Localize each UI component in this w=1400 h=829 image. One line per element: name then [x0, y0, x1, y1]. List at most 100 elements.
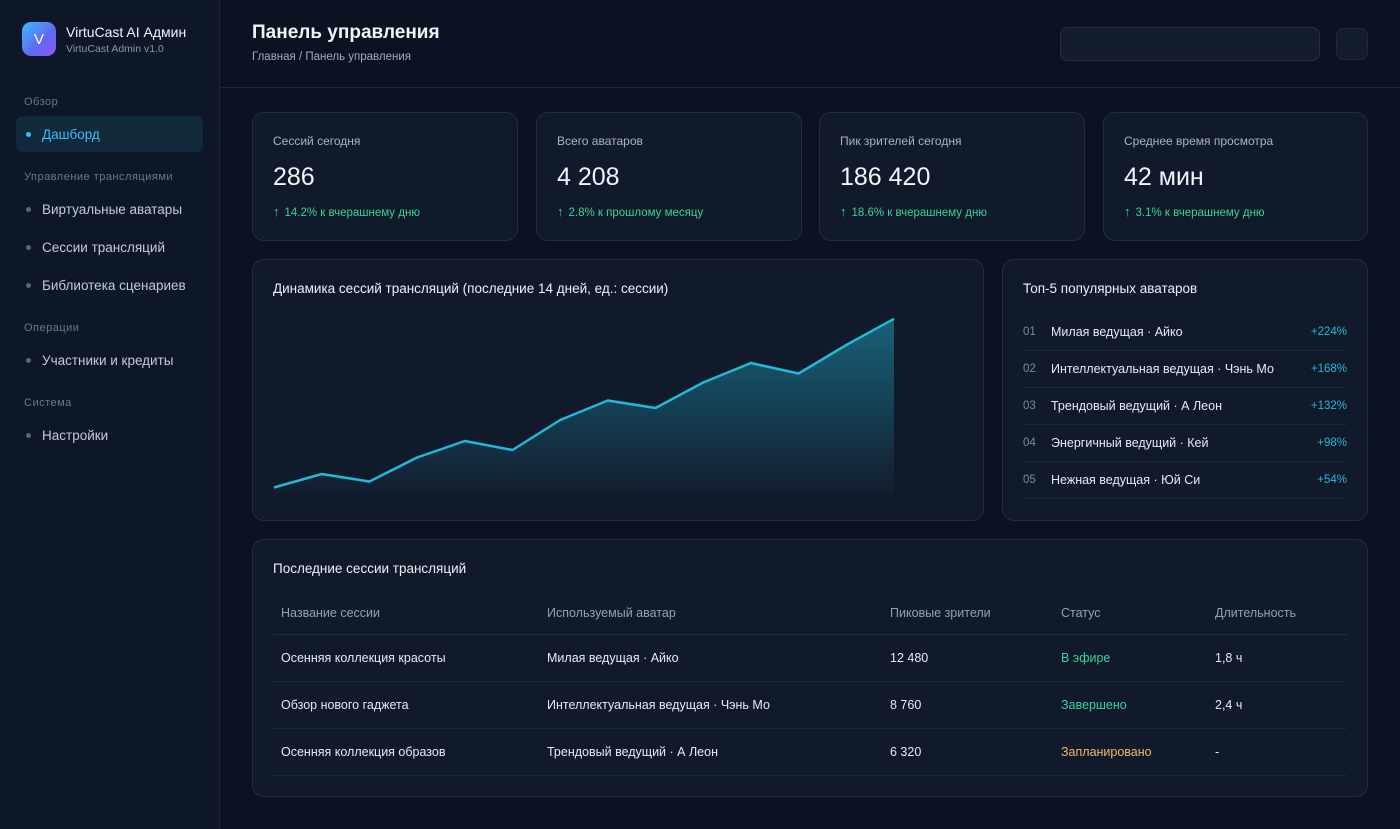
data-point-5[interactable] [463, 439, 467, 443]
session-name: Осенняя коллекция красоты [281, 651, 446, 665]
data-point-11[interactable] [749, 361, 753, 365]
breadcrumb: Главная / Панель управления [252, 51, 412, 63]
session-peak: 8 760 [890, 698, 922, 712]
header-action-button[interactable] [1336, 28, 1368, 60]
brand-logo: V [22, 22, 56, 56]
dot-icon [26, 357, 31, 363]
list-item[interactable]: 01 Милая ведущая · Айко +224% [1023, 314, 1347, 351]
avatar-name: Трендовый ведущий · А Леон [1051, 399, 1222, 413]
stat-value: 186 420 [840, 163, 931, 191]
chart-title: Динамика сессий трансляций (последние 14… [273, 281, 669, 296]
stat-card-sessions: Сессий сегодня 286 ↑ 14.2% к вчерашнему д… [252, 112, 518, 241]
sessions-area-fill [274, 318, 894, 495]
stat-value: 42 мин [1124, 163, 1204, 191]
sidebar-item-dashboard[interactable]: Дашборд [16, 116, 203, 152]
table-row[interactable]: Осенняя коллекция красоты Милая ведущая … [273, 635, 1347, 682]
brand-subtitle: VirtuCast Admin v1.0 [66, 43, 164, 55]
data-point-4[interactable] [415, 456, 419, 460]
list-item[interactable]: 02 Интеллектуальная ведущая · Чэнь Мо +1… [1023, 351, 1347, 388]
session-name: Обзор нового гаджета [281, 698, 409, 712]
top-avatars-title: Топ-5 популярных аватаров [1023, 281, 1198, 296]
sidebar-item-label: Сессии трансляций [42, 239, 165, 255]
column-header-peak[interactable]: Пиковые зрители [890, 606, 991, 620]
recent-sessions-title: Последние сессии трансляций [273, 561, 467, 576]
column-header-name[interactable]: Название сессии [281, 606, 380, 620]
sidebar-item-avatars[interactable]: Виртуальные аватары [16, 191, 203, 227]
data-point-10[interactable] [701, 381, 705, 385]
rank: 03 [1023, 400, 1036, 412]
data-point-13[interactable] [844, 343, 848, 347]
session-peak: 6 320 [890, 745, 922, 759]
avatar-name: Интеллектуальная ведущая · Чэнь Мо [1051, 362, 1274, 376]
sessions-series-line [273, 317, 895, 489]
status-badge: В эфире [1061, 651, 1111, 665]
data-point-12[interactable] [797, 372, 801, 376]
stat-label: Пик зрителей сегодня [840, 134, 962, 148]
data-point-9[interactable] [654, 406, 658, 410]
growth: +132% [1310, 400, 1347, 412]
dot-icon [26, 432, 31, 438]
data-point-7[interactable] [558, 418, 562, 422]
column-header-avatar[interactable]: Используемый аватар [547, 606, 676, 620]
session-duration: 1,8 ч [1215, 651, 1243, 665]
arrow-up-icon: ↑ [840, 204, 847, 219]
arrow-up-icon: ↑ [273, 204, 280, 219]
data-point-2[interactable] [320, 472, 324, 476]
sessions-area-chart [272, 317, 896, 495]
table-divider [273, 634, 1347, 635]
session-avatar: Интеллектуальная ведущая · Чэнь Мо [547, 698, 770, 712]
sidebar-item-label: Библиотека сценариев [42, 277, 186, 293]
session-duration: 2,4 ч [1215, 698, 1243, 712]
growth: +224% [1310, 326, 1347, 338]
recent-sessions-card: Последние сессии трансляций Название сес… [252, 539, 1368, 797]
avatar-name: Милая ведущая · Айко [1051, 325, 1183, 339]
dot-icon [26, 282, 31, 288]
list-item[interactable]: 04 Энергичный ведущий · Кей +98% [1023, 425, 1347, 462]
nav-section-system: Система [24, 397, 72, 409]
avatar-name: Энергичный ведущий · Кей [1051, 436, 1209, 450]
nav-section-overview: Обзор [24, 96, 59, 108]
avatar-name: Нежная ведущая · Юй Си [1051, 473, 1201, 487]
nav-section-operations: Операции [24, 322, 80, 334]
rank: 01 [1023, 326, 1036, 338]
table-row[interactable]: Осенняя коллекция образов Трендовый веду… [273, 729, 1347, 776]
data-point-1[interactable] [272, 486, 276, 490]
stat-delta: ↑ 2.8% к прошлому месяцу [557, 204, 704, 219]
data-point-3[interactable] [367, 480, 371, 484]
session-name: Осенняя коллекция образов [281, 745, 446, 759]
sidebar-item-label: Виртуальные аватары [42, 201, 183, 217]
list-item[interactable]: 05 Нежная ведущая · Юй Си +54% [1023, 462, 1347, 499]
table-row[interactable]: Обзор нового гаджета Интеллектуальная ве… [273, 682, 1347, 729]
session-duration: - [1215, 745, 1220, 759]
column-header-status[interactable]: Статус [1061, 606, 1101, 620]
sidebar-item-settings[interactable]: Настройки [16, 417, 203, 453]
growth: +54% [1317, 474, 1347, 486]
sidebar-item-members[interactable]: Участники и кредиты [16, 342, 203, 378]
stat-delta: ↑ 14.2% к вчерашнему дню [273, 204, 420, 219]
session-peak: 12 480 [890, 651, 929, 665]
stat-label: Сессий сегодня [273, 134, 361, 148]
sidebar-item-scripts[interactable]: Библиотека сценариев [16, 267, 203, 303]
arrow-up-icon: ↑ [1124, 204, 1131, 219]
rank: 04 [1023, 437, 1036, 449]
session-avatar: Трендовый ведущий · А Леон [547, 745, 718, 759]
growth: +98% [1317, 437, 1347, 449]
status-badge: Запланировано [1061, 745, 1152, 759]
header: Панель управления Главная / Панель управ… [220, 0, 1400, 88]
brand[interactable]: V VirtuCast AI Админ VirtuCast Admin v1.… [22, 22, 186, 56]
rank: 02 [1023, 363, 1036, 375]
list-item[interactable]: 03 Трендовый ведущий · А Леон +132% [1023, 388, 1347, 425]
data-point-6[interactable] [510, 448, 514, 452]
status-badge: Завершено [1061, 698, 1127, 712]
sidebar-item-label: Настройки [42, 427, 109, 443]
data-point-8[interactable] [606, 399, 610, 403]
stat-card-avatars: Всего аватаров 4 208 ↑ 2.8% к прошлому ме… [536, 112, 802, 241]
arrow-up-icon: ↑ [557, 204, 564, 219]
dot-icon [26, 206, 31, 212]
sidebar-item-sessions[interactable]: Сессии трансляций [16, 229, 203, 265]
search-input[interactable] [1060, 27, 1320, 61]
stat-delta: ↑ 18.6% к вчерашнему дню [840, 204, 987, 219]
data-point-14[interactable] [892, 317, 896, 321]
column-header-duration[interactable]: Длительность [1215, 606, 1297, 620]
top-avatars-card: Топ-5 популярных аватаров 01 Милая ведущ… [1002, 259, 1368, 521]
